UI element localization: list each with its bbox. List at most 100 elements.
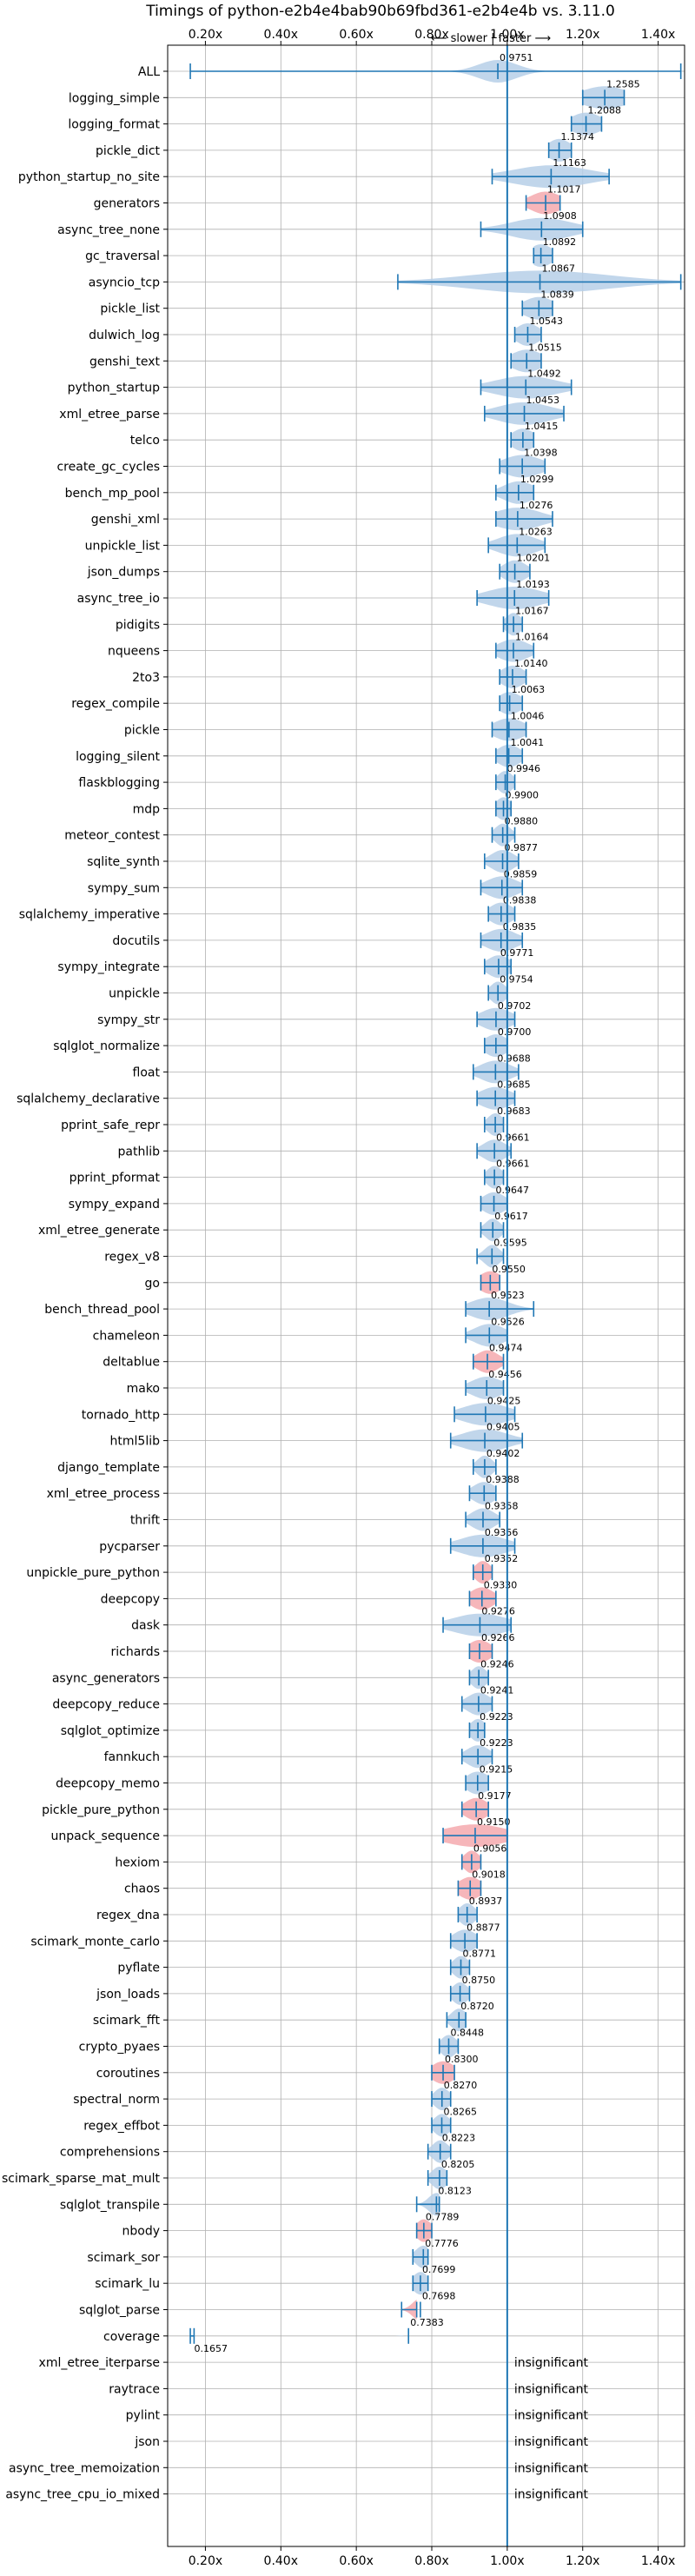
value-label: 0.9402 xyxy=(486,1448,520,1459)
x-tick-label-top: 0.40x xyxy=(264,28,298,42)
category-label: scimark_fft xyxy=(93,2014,161,2028)
value-label: 0.9617 xyxy=(494,1211,528,1222)
category-label: sympy_integrate xyxy=(57,960,160,974)
chart-title: Timings of python-e2b4e4bab90b69fbd361-e… xyxy=(145,3,615,20)
plot-frame xyxy=(167,44,685,2547)
value-label: 0.7699 xyxy=(422,2264,456,2275)
category-label: nbody xyxy=(122,2225,161,2239)
value-label: 1.0263 xyxy=(519,526,553,537)
category-label: fannkuch xyxy=(104,1750,160,1764)
category-label: sqlite_synth xyxy=(87,855,160,869)
category-label: nqueens xyxy=(108,645,160,659)
value-label: 0.9266 xyxy=(481,1632,515,1643)
category-label: pylint xyxy=(126,2409,161,2423)
value-label: 0.8265 xyxy=(444,2106,477,2117)
category-label: async_tree_io xyxy=(77,592,160,606)
value-label: 0.9771 xyxy=(500,947,534,959)
value-label: 0.9356 xyxy=(485,1527,519,1538)
category-label: pathlib xyxy=(118,1145,161,1159)
category-label: html5lib xyxy=(110,1435,161,1449)
category-label: meteor_contest xyxy=(64,829,160,843)
value-label: 0.7698 xyxy=(422,2291,456,2302)
category-label: crypto_pyaes xyxy=(79,2041,160,2055)
value-label: 0.9688 xyxy=(497,1052,531,1064)
value-label: 0.8448 xyxy=(450,2028,484,2039)
insignificant-label: insignificant xyxy=(514,2356,589,2370)
value-label: 0.9425 xyxy=(487,1395,521,1406)
category-label: asyncio_tcp xyxy=(89,276,160,289)
category-label: scimark_sparse_mat_mult xyxy=(2,2172,160,2186)
value-label: 1.0299 xyxy=(520,474,554,485)
category-label: sqlalchemy_imperative xyxy=(19,908,160,922)
insignificant-label: insignificant xyxy=(514,2435,589,2449)
value-label: 0.8300 xyxy=(445,2054,479,2065)
value-label: 0.9223 xyxy=(480,1711,513,1723)
category-label: gc_traversal xyxy=(85,249,160,263)
category-label: json xyxy=(134,2435,160,2449)
category-label: telco xyxy=(130,434,160,448)
insignificant-label: insignificant xyxy=(514,2382,589,2396)
value-label: 0.1657 xyxy=(195,2343,228,2354)
category-label: dask xyxy=(131,1619,161,1633)
value-label: 1.0839 xyxy=(540,289,574,301)
value-label: 1.0398 xyxy=(524,448,558,459)
category-label: unpickle_pure_python xyxy=(26,1566,160,1580)
value-label: 1.1163 xyxy=(553,157,586,169)
category-label: async_tree_memoization xyxy=(9,2461,160,2475)
category-label: unpickle_list xyxy=(85,539,161,553)
grid xyxy=(168,45,685,2546)
category-label: python_startup xyxy=(68,382,160,395)
category-label: xml_etree_parse xyxy=(59,408,160,422)
value-label: 1.0164 xyxy=(515,632,549,643)
value-label: 0.9150 xyxy=(477,1816,511,1828)
x-tick-label-bottom: 1.40x xyxy=(641,2554,675,2568)
category-label: sympy_expand xyxy=(69,1198,160,1212)
x-tick-label-top: 1.00x xyxy=(490,28,524,42)
value-label: 1.1374 xyxy=(561,131,595,143)
category-label: regex_v8 xyxy=(104,1251,160,1265)
category-label: dulwich_log xyxy=(89,329,160,342)
category-label: deepcopy_memo xyxy=(56,1777,160,1791)
x-tick-label-top: 1.40x xyxy=(641,28,675,42)
category-label: ALL xyxy=(138,65,160,79)
x-tick-label-bottom: 0.80x xyxy=(414,2554,448,2568)
category-label: pycparser xyxy=(99,1540,160,1554)
value-label: 0.9880 xyxy=(505,816,539,827)
value-label: 1.1017 xyxy=(547,184,581,196)
value-label: 0.8937 xyxy=(469,1895,503,1907)
category-label: scimark_lu xyxy=(95,2277,160,2291)
value-label: 0.8771 xyxy=(462,1949,496,1960)
value-label: 0.9838 xyxy=(503,895,537,906)
category-label: pyflate xyxy=(117,1962,160,1975)
value-label: 0.7383 xyxy=(410,2317,444,2328)
category-label: richards xyxy=(111,1645,161,1659)
value-label: 1.0140 xyxy=(514,658,548,669)
value-label: 0.9241 xyxy=(480,1685,514,1696)
category-label: json_dumps xyxy=(87,566,160,580)
category-label: pickle_pure_python xyxy=(42,1803,160,1817)
value-label: 0.8205 xyxy=(441,2159,474,2170)
category-label: create_gc_cycles xyxy=(56,461,160,475)
category-label: xml_etree_generate xyxy=(38,1224,160,1238)
category-label: deepcopy_reduce xyxy=(52,1698,160,1712)
category-label: sqlglot_optimize xyxy=(61,1724,160,1738)
value-label: 0.7776 xyxy=(425,2238,459,2249)
value-label: 0.9276 xyxy=(481,1606,515,1617)
x-tick-label-top: 0.60x xyxy=(339,28,373,42)
value-label: 0.9018 xyxy=(472,1869,506,1881)
x-tick-label-bottom: 0.40x xyxy=(264,2554,298,2568)
category-label: coroutines xyxy=(96,2067,160,2081)
category-label: async_generators xyxy=(52,1671,160,1685)
value-label: 0.9900 xyxy=(506,789,539,800)
value-label: 1.0276 xyxy=(520,500,553,511)
value-label: 0.9215 xyxy=(480,1764,513,1776)
category-label: hexiom xyxy=(115,1856,160,1869)
value-label: 0.9474 xyxy=(489,1343,523,1354)
category-label: thrift xyxy=(130,1514,161,1528)
value-label: 0.9246 xyxy=(480,1658,514,1670)
value-label: 0.9330 xyxy=(484,1579,518,1590)
category-label: 2to3 xyxy=(132,671,160,685)
category-label: python_startup_no_site xyxy=(18,170,160,184)
